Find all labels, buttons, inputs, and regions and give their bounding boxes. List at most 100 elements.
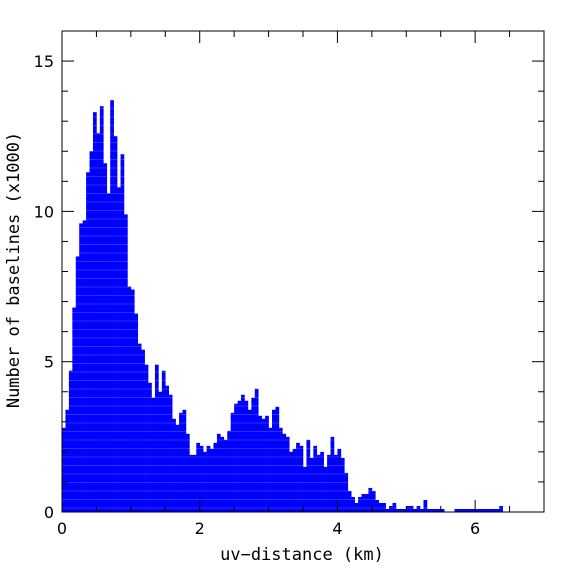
histogram-bar: [79, 223, 83, 512]
histogram-bar: [137, 343, 142, 512]
histogram-bar: [199, 445, 204, 512]
histogram-bar: [395, 508, 400, 512]
histogram-bar: [344, 472, 349, 512]
histogram-bar: [89, 151, 94, 512]
histogram-bar: [457, 508, 462, 512]
histogram-bar: [333, 454, 338, 512]
histogram-bar: [392, 502, 397, 512]
histogram-bar: [361, 493, 366, 512]
histogram-bar: [223, 439, 228, 512]
histogram-bar: [320, 451, 324, 512]
histogram-bar: [292, 448, 297, 512]
histogram-bar: [158, 391, 163, 512]
histogram-bar: [65, 409, 70, 512]
histogram-bar: [230, 412, 235, 512]
histogram-bar: [303, 466, 307, 512]
histogram-bar: [440, 508, 445, 512]
histogram-bar: [185, 433, 190, 512]
histogram-bar: [296, 442, 300, 512]
histogram-bar: [251, 397, 256, 512]
histogram-bar: [189, 454, 194, 512]
histogram-bar: [495, 508, 500, 512]
histogram-bar: [409, 505, 414, 512]
histogram-bar: [72, 307, 77, 512]
histogram-bar: [488, 508, 493, 512]
histogram-bar: [358, 496, 362, 512]
histogram-bar: [203, 451, 207, 512]
histogram-bar: [175, 424, 180, 512]
histogram-bar: [99, 106, 104, 512]
histogram-bar: [423, 499, 428, 512]
histogram-bar: [282, 433, 287, 512]
histogram-bar: [258, 415, 262, 512]
histogram-bar: [110, 100, 114, 513]
histogram-bar: [337, 448, 342, 512]
histogram-bar: [275, 406, 280, 512]
histogram-bar: [323, 466, 328, 512]
histogram-bar: [96, 133, 101, 512]
y-tick-label: 0: [44, 503, 54, 522]
histogram-bar: [172, 418, 176, 512]
histogram-bar: [196, 442, 201, 512]
histogram-bar: [92, 112, 97, 512]
histogram-bar: [216, 433, 221, 512]
histogram-bars: [62, 31, 544, 513]
histogram-bar: [75, 256, 80, 512]
histogram-bar: [241, 394, 245, 512]
histogram-bar: [192, 454, 197, 512]
histogram-bar: [123, 214, 128, 512]
histogram-bar: [309, 457, 314, 512]
histogram-bar: [389, 505, 393, 512]
histogram-bar: [340, 457, 345, 512]
histogram-bar: [103, 163, 108, 512]
histogram-bar: [471, 508, 476, 512]
histogram-bar: [220, 436, 225, 512]
histogram-bar: [106, 193, 111, 512]
histogram-bar: [210, 448, 214, 512]
histogram-bar: [406, 505, 411, 512]
histogram-bar: [130, 289, 135, 512]
histogram-bar: [82, 220, 87, 513]
histogram-bar: [313, 445, 318, 512]
histogram-bar: [499, 505, 503, 512]
y-tick-label: 5: [44, 353, 54, 372]
histogram-bar: [168, 394, 173, 512]
histogram-bar: [182, 409, 187, 512]
histogram-bar: [351, 496, 355, 512]
histogram-bar: [364, 493, 369, 512]
histogram-bar: [299, 445, 304, 512]
histogram-bar: [289, 451, 293, 512]
histogram-bar: [244, 400, 249, 512]
histogram-bar: [478, 508, 483, 512]
histogram-bar: [375, 499, 380, 512]
histogram-bar: [68, 370, 73, 512]
histogram-bar: [316, 454, 321, 512]
histogram-bar: [420, 508, 424, 512]
histogram-bar: [206, 445, 211, 512]
histogram-bar: [371, 490, 376, 512]
histogram-bar: [461, 508, 466, 512]
histogram-bar: [492, 508, 497, 512]
histogram-bar: [464, 508, 469, 512]
histogram-bar: [86, 172, 90, 512]
histogram-bar: [378, 502, 383, 512]
histogram-bar: [402, 508, 407, 512]
histogram-bar: [161, 370, 166, 512]
y-axis-label: Number of baselines (x1000): [4, 132, 24, 408]
histogram-bar: [382, 502, 386, 512]
histogram-bar: [227, 430, 231, 512]
x-tick-label: 0: [57, 519, 67, 538]
x-tick-labels: 0 2 4 6: [57, 519, 480, 538]
histogram-bar: [454, 508, 459, 512]
histogram-bar: [237, 400, 242, 512]
histogram-bar: [482, 508, 486, 512]
histogram-bar: [127, 286, 132, 512]
x-tick-label: 4: [332, 519, 342, 538]
histogram-bar: [468, 508, 472, 512]
histogram-bar: [144, 364, 149, 512]
histogram-bar: [179, 412, 183, 512]
histogram-bar: [165, 385, 170, 512]
histogram-bar: [134, 313, 139, 512]
x-tick-label: 6: [470, 519, 480, 538]
histogram-bar: [485, 508, 490, 512]
